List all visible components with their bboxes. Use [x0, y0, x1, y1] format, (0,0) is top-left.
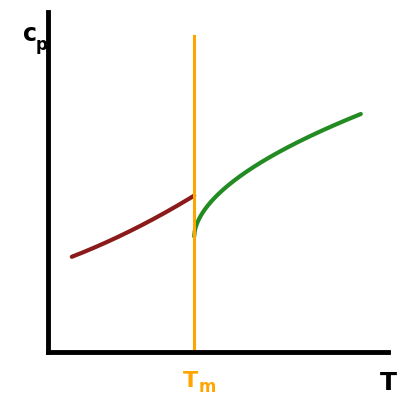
Text: m: m: [199, 378, 216, 396]
Text: p: p: [36, 36, 48, 54]
Text: T: T: [183, 371, 198, 391]
Text: T: T: [380, 371, 396, 395]
Text: c: c: [22, 22, 36, 46]
